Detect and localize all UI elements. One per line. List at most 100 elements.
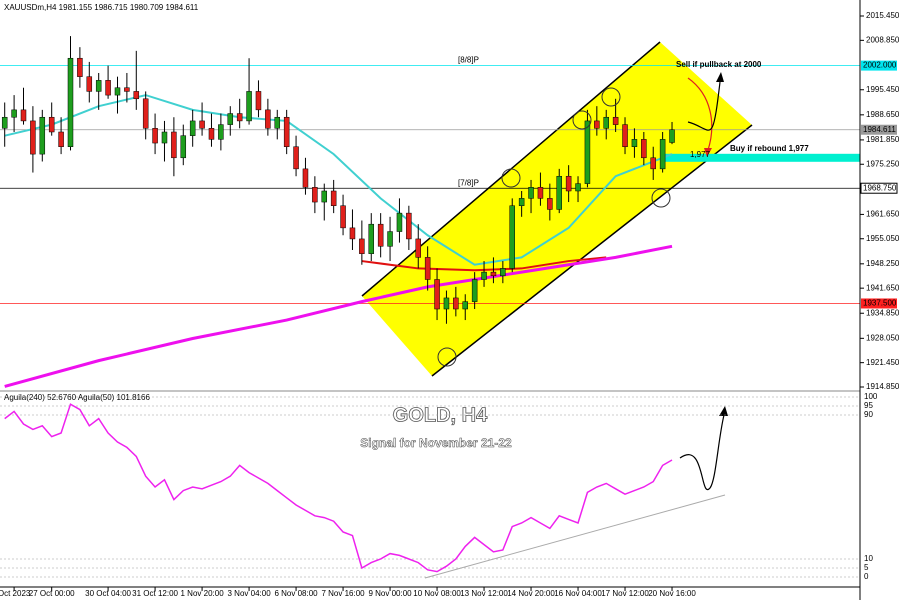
- candle-body: [368, 223, 375, 254]
- x-tick-label: 30 Oct 04:00: [85, 589, 131, 598]
- candle-body: [424, 257, 431, 280]
- y-tick-label: 2008.850: [866, 35, 900, 44]
- level-label: 1984.611: [863, 125, 896, 134]
- candle-body: [312, 187, 318, 203]
- y-tick-label: 1914.850: [866, 382, 900, 391]
- candle-body: [481, 271, 487, 280]
- candle-body: [612, 116, 619, 125]
- candle-body: [48, 116, 55, 133]
- candle-body: [537, 187, 544, 199]
- candle-body: [189, 120, 196, 136]
- candle-body: [142, 98, 149, 129]
- candle-body: [359, 238, 365, 254]
- sell-arrowhead: [704, 148, 712, 157]
- y-tick-label: 100: [864, 392, 878, 401]
- pivot-circle: [651, 188, 671, 208]
- candle-body: [556, 175, 562, 210]
- candle-body: [208, 128, 215, 140]
- candle-body: [58, 131, 64, 147]
- candle-body: [575, 183, 581, 192]
- candle-body: [340, 205, 346, 229]
- level-tag: [7/8]P: [458, 178, 479, 187]
- moving-average: [4, 244, 673, 388]
- x-tick-label: 9 Nov 00:00: [368, 589, 412, 598]
- candle-body: [415, 238, 422, 258]
- candle-body: [396, 212, 403, 232]
- candle-body: [199, 120, 205, 129]
- oscillator-line: [4, 403, 673, 573]
- candle-body: [39, 116, 46, 155]
- x-tick-label: 6 Nov 08:00: [274, 589, 318, 598]
- candle-body: [547, 198, 553, 210]
- candle-body: [77, 57, 83, 77]
- sell-annotation: Sell if pullback at 2000: [676, 60, 762, 69]
- candle-body: [406, 212, 412, 240]
- y-tick-label: 90: [864, 410, 873, 419]
- candle-body: [293, 146, 299, 170]
- candle-body: [669, 129, 675, 143]
- candle-body: [584, 120, 591, 184]
- level-label-box: [861, 124, 897, 135]
- candle-body: [95, 80, 102, 92]
- candle-body: [124, 87, 130, 92]
- x-tick-label: 3 Nov 04:00: [228, 589, 272, 598]
- candle-body: [453, 297, 459, 310]
- candle-body: [236, 113, 243, 122]
- x-tick-label: 20 Nov 16:00: [648, 589, 696, 598]
- y-tick-label: 10: [864, 554, 873, 563]
- candle-body: [603, 116, 609, 129]
- candle-body: [114, 87, 121, 96]
- candle-body: [255, 91, 262, 111]
- candle-body: [650, 157, 656, 170]
- y-tick-label: 2015.450: [866, 11, 900, 20]
- candle-body: [67, 57, 74, 147]
- candle-body: [518, 198, 525, 206]
- oscillator-arrow: [679, 414, 725, 491]
- y-tick-label: 1961.650: [866, 210, 900, 219]
- pivot-circle: [572, 110, 592, 130]
- header: XAUUSDm,H4 1981.155 1986.715 1980.709 19…: [4, 3, 199, 12]
- level-label: 2002.000: [863, 61, 897, 70]
- candle-body: [500, 268, 506, 277]
- candle-body: [349, 227, 356, 240]
- y-tick-label: 1928.050: [866, 333, 900, 342]
- y-tick-label: 1981.850: [866, 135, 900, 144]
- candle-body: [321, 190, 328, 203]
- y-tick-label: 1995.450: [866, 85, 900, 94]
- buy-annotation: Buy if rebound 1,977: [730, 144, 809, 153]
- oscillator-arrowhead: [719, 406, 728, 416]
- candle-body: [565, 175, 572, 192]
- x-tick-label: 17 Nov 12:00: [601, 589, 649, 598]
- oscillator-header: Aguila(240) 52.6760 Aguila(50) 101.8166: [4, 393, 150, 402]
- candle-body: [246, 91, 252, 122]
- buy-arrowhead: [716, 72, 724, 82]
- candle-body: [20, 109, 27, 122]
- candle-body: [105, 80, 111, 96]
- candle-body: [30, 120, 36, 155]
- candle-body: [490, 271, 497, 277]
- pivot-circles: [437, 87, 671, 367]
- x-tick-label: 14 Nov 20:00: [507, 589, 555, 598]
- candle-body: [274, 116, 281, 129]
- candle-body: [377, 223, 384, 247]
- level-label-box: [860, 182, 898, 194]
- pivot-circle: [601, 87, 621, 107]
- candle-body: [11, 109, 17, 118]
- y-tick-label: 1988.650: [866, 110, 900, 119]
- moving-average: [361, 256, 607, 272]
- y-tick-label: 1955.050: [866, 234, 900, 243]
- candle-body: [594, 120, 600, 129]
- y-tick-label: 0: [864, 572, 869, 581]
- candle-body: [387, 231, 393, 247]
- sell-arrow: [687, 77, 713, 151]
- channel-lower: [431, 124, 753, 377]
- pivot-circle: [437, 347, 457, 367]
- y-tick-label: 1975.250: [866, 159, 900, 168]
- candle-body: [227, 113, 234, 125]
- candle-body: [133, 91, 140, 100]
- candle-body: [622, 124, 628, 147]
- candle-body: [161, 131, 168, 144]
- x-tick-label: 16 Nov 04:00: [554, 589, 602, 598]
- x-tick-label: 7 Nov 16:00: [321, 589, 365, 598]
- candle-body: [462, 301, 468, 310]
